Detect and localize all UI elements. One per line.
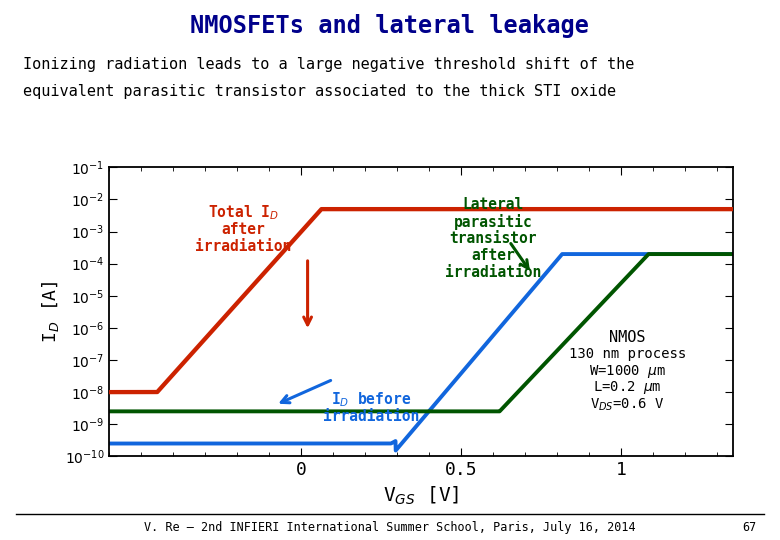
- Text: I$_D$ before: I$_D$ before: [332, 390, 412, 409]
- Text: L=0.2 $\mu$m: L=0.2 $\mu$m: [594, 379, 662, 396]
- Text: NMOS: NMOS: [609, 330, 646, 345]
- Text: irradiation: irradiation: [445, 265, 541, 280]
- Text: irradiation: irradiation: [324, 408, 420, 423]
- Text: W=1000 $\mu$m: W=1000 $\mu$m: [589, 363, 666, 380]
- Text: Lateral: Lateral: [463, 197, 524, 212]
- X-axis label: V$_{GS}$ [V]: V$_{GS}$ [V]: [383, 485, 459, 507]
- Text: 130 nm process: 130 nm process: [569, 347, 686, 361]
- Text: transistor: transistor: [449, 231, 537, 246]
- Y-axis label: I$_D$ [A]: I$_D$ [A]: [40, 281, 61, 343]
- Text: V. Re – 2nd INFIERI International Summer School, Paris, July 16, 2014: V. Re – 2nd INFIERI International Summer…: [144, 521, 636, 534]
- Text: parasitic: parasitic: [454, 214, 533, 230]
- Text: V$_{DS}$=0.6 V: V$_{DS}$=0.6 V: [590, 397, 665, 413]
- Text: NMOSFETs and lateral leakage: NMOSFETs and lateral leakage: [190, 14, 590, 37]
- Text: Total I$_D$: Total I$_D$: [208, 203, 279, 221]
- Text: after: after: [471, 248, 515, 263]
- Text: after: after: [222, 221, 265, 237]
- Text: irradiation: irradiation: [196, 239, 292, 254]
- Text: equivalent parasitic transistor associated to the thick STI oxide: equivalent parasitic transistor associat…: [23, 84, 616, 99]
- Text: 67: 67: [743, 521, 757, 534]
- Text: Ionizing radiation leads to a large negative threshold shift of the: Ionizing radiation leads to a large nega…: [23, 57, 635, 72]
